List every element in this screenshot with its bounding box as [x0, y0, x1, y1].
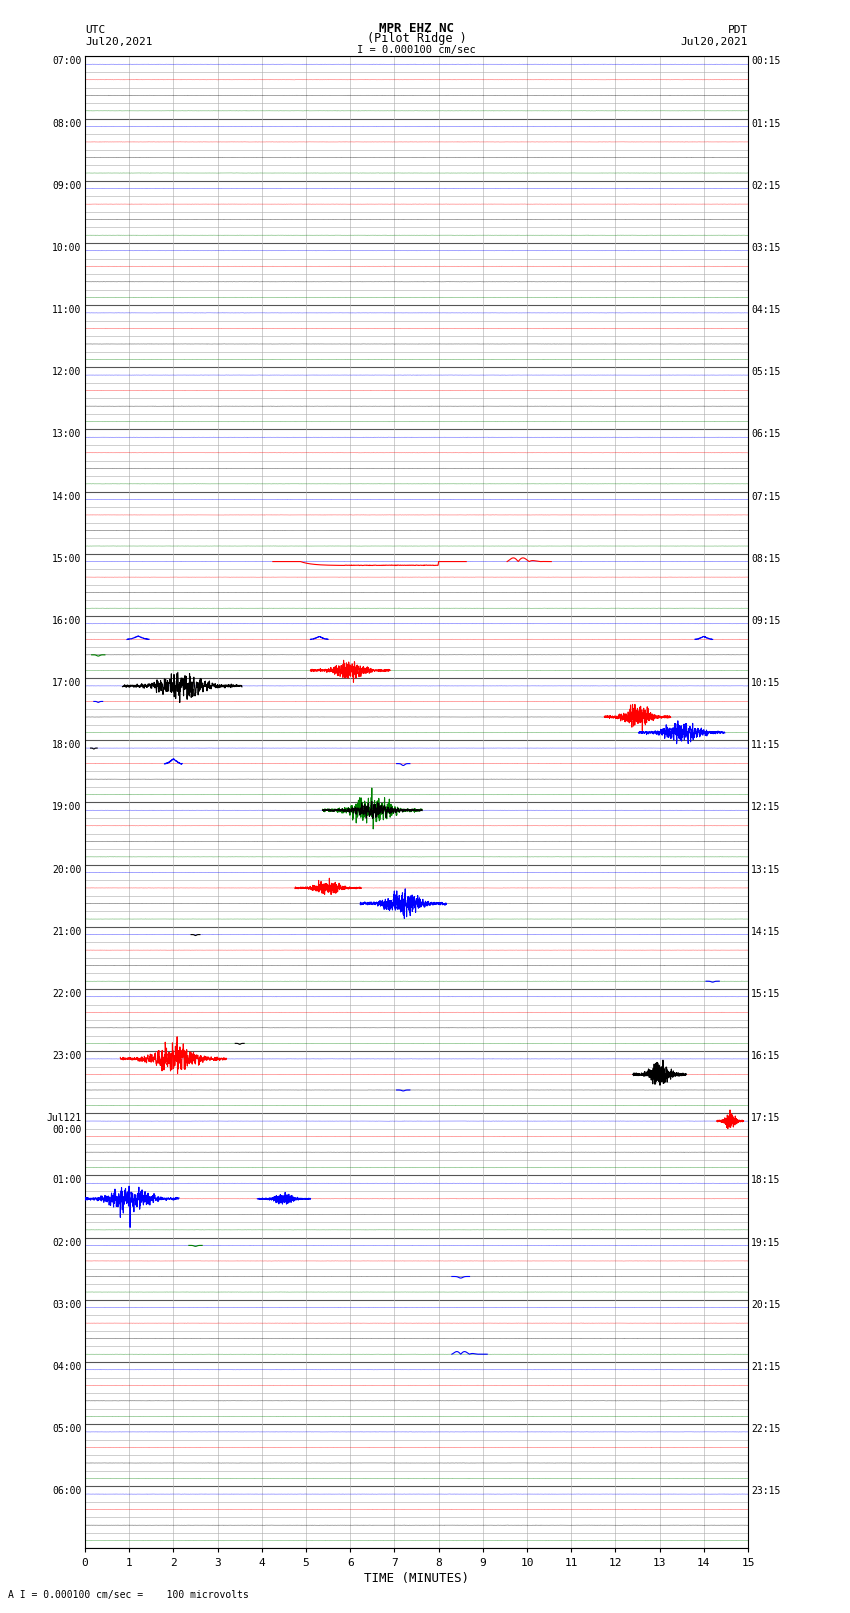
Text: 07:15: 07:15 — [751, 492, 780, 502]
Text: 01:15: 01:15 — [751, 119, 780, 129]
Text: Jul20,2021: Jul20,2021 — [681, 37, 748, 47]
Text: 13:15: 13:15 — [751, 865, 780, 874]
Text: 16:00: 16:00 — [53, 616, 82, 626]
Text: 22:00: 22:00 — [53, 989, 82, 998]
Text: 20:00: 20:00 — [53, 865, 82, 874]
Text: 19:00: 19:00 — [53, 803, 82, 813]
Text: 13:00: 13:00 — [53, 429, 82, 439]
Text: 10:15: 10:15 — [751, 677, 780, 689]
Text: 23:00: 23:00 — [53, 1052, 82, 1061]
Text: 12:00: 12:00 — [53, 368, 82, 377]
Text: (Pilot Ridge ): (Pilot Ridge ) — [366, 32, 467, 45]
Text: 16:15: 16:15 — [751, 1052, 780, 1061]
Text: 01:00: 01:00 — [53, 1176, 82, 1186]
Text: 21:15: 21:15 — [751, 1361, 780, 1373]
Text: 02:15: 02:15 — [751, 181, 780, 190]
Text: 10:00: 10:00 — [53, 244, 82, 253]
Text: 00:15: 00:15 — [751, 56, 780, 66]
Text: 15:15: 15:15 — [751, 989, 780, 998]
Text: 20:15: 20:15 — [751, 1300, 780, 1310]
Text: MPR EHZ NC: MPR EHZ NC — [379, 23, 454, 35]
Text: 22:15: 22:15 — [751, 1424, 780, 1434]
Text: Jul121
00:00: Jul121 00:00 — [47, 1113, 82, 1136]
Text: 03:15: 03:15 — [751, 244, 780, 253]
Text: PDT: PDT — [728, 26, 748, 35]
Text: 08:15: 08:15 — [751, 553, 780, 565]
Text: 02:00: 02:00 — [53, 1237, 82, 1247]
Text: 05:00: 05:00 — [53, 1424, 82, 1434]
X-axis label: TIME (MINUTES): TIME (MINUTES) — [364, 1571, 469, 1584]
Text: 11:15: 11:15 — [751, 740, 780, 750]
Text: 23:15: 23:15 — [751, 1486, 780, 1497]
Text: 12:15: 12:15 — [751, 803, 780, 813]
Text: 18:15: 18:15 — [751, 1176, 780, 1186]
Text: Jul20,2021: Jul20,2021 — [85, 37, 152, 47]
Text: 14:15: 14:15 — [751, 927, 780, 937]
Text: 09:15: 09:15 — [751, 616, 780, 626]
Text: 07:00: 07:00 — [53, 56, 82, 66]
Text: 14:00: 14:00 — [53, 492, 82, 502]
Text: 06:15: 06:15 — [751, 429, 780, 439]
Text: 11:00: 11:00 — [53, 305, 82, 315]
Text: 03:00: 03:00 — [53, 1300, 82, 1310]
Text: 15:00: 15:00 — [53, 553, 82, 565]
Text: 08:00: 08:00 — [53, 119, 82, 129]
Text: 04:00: 04:00 — [53, 1361, 82, 1373]
Text: 18:00: 18:00 — [53, 740, 82, 750]
Text: A I = 0.000100 cm/sec =    100 microvolts: A I = 0.000100 cm/sec = 100 microvolts — [8, 1590, 249, 1600]
Text: 17:15: 17:15 — [751, 1113, 780, 1123]
Text: 21:00: 21:00 — [53, 927, 82, 937]
Text: 05:15: 05:15 — [751, 368, 780, 377]
Text: 17:00: 17:00 — [53, 677, 82, 689]
Text: 19:15: 19:15 — [751, 1237, 780, 1247]
Text: I = 0.000100 cm/sec: I = 0.000100 cm/sec — [357, 45, 476, 55]
Text: 06:00: 06:00 — [53, 1486, 82, 1497]
Text: 04:15: 04:15 — [751, 305, 780, 315]
Text: UTC: UTC — [85, 26, 105, 35]
Text: 09:00: 09:00 — [53, 181, 82, 190]
